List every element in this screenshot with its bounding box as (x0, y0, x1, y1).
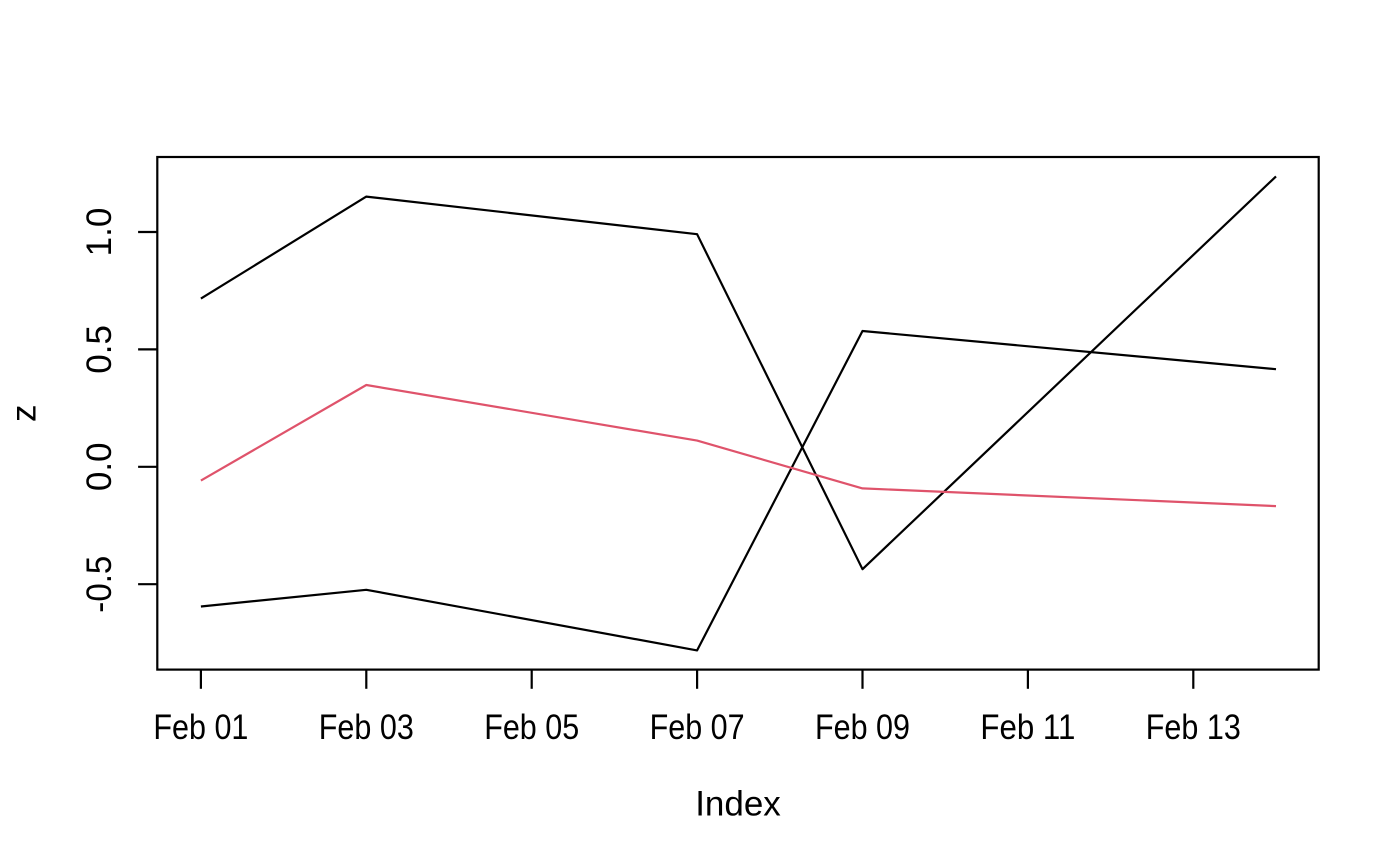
svg-text:Feb 03: Feb 03 (319, 708, 414, 747)
svg-text:0.0: 0.0 (80, 442, 119, 491)
svg-text:1.0: 1.0 (80, 208, 119, 257)
svg-text:Index: Index (695, 785, 781, 824)
svg-text:0.5: 0.5 (80, 325, 119, 374)
svg-text:Feb 09: Feb 09 (815, 708, 910, 747)
svg-text:Feb 11: Feb 11 (980, 708, 1075, 747)
svg-text:Feb 07: Feb 07 (650, 708, 745, 747)
svg-text:Feb 01: Feb 01 (153, 708, 248, 747)
svg-text:Feb 13: Feb 13 (1146, 708, 1241, 747)
svg-text:-0.5: -0.5 (80, 556, 119, 613)
svg-text:Feb 05: Feb 05 (484, 708, 579, 747)
svg-text:z: z (5, 405, 44, 423)
